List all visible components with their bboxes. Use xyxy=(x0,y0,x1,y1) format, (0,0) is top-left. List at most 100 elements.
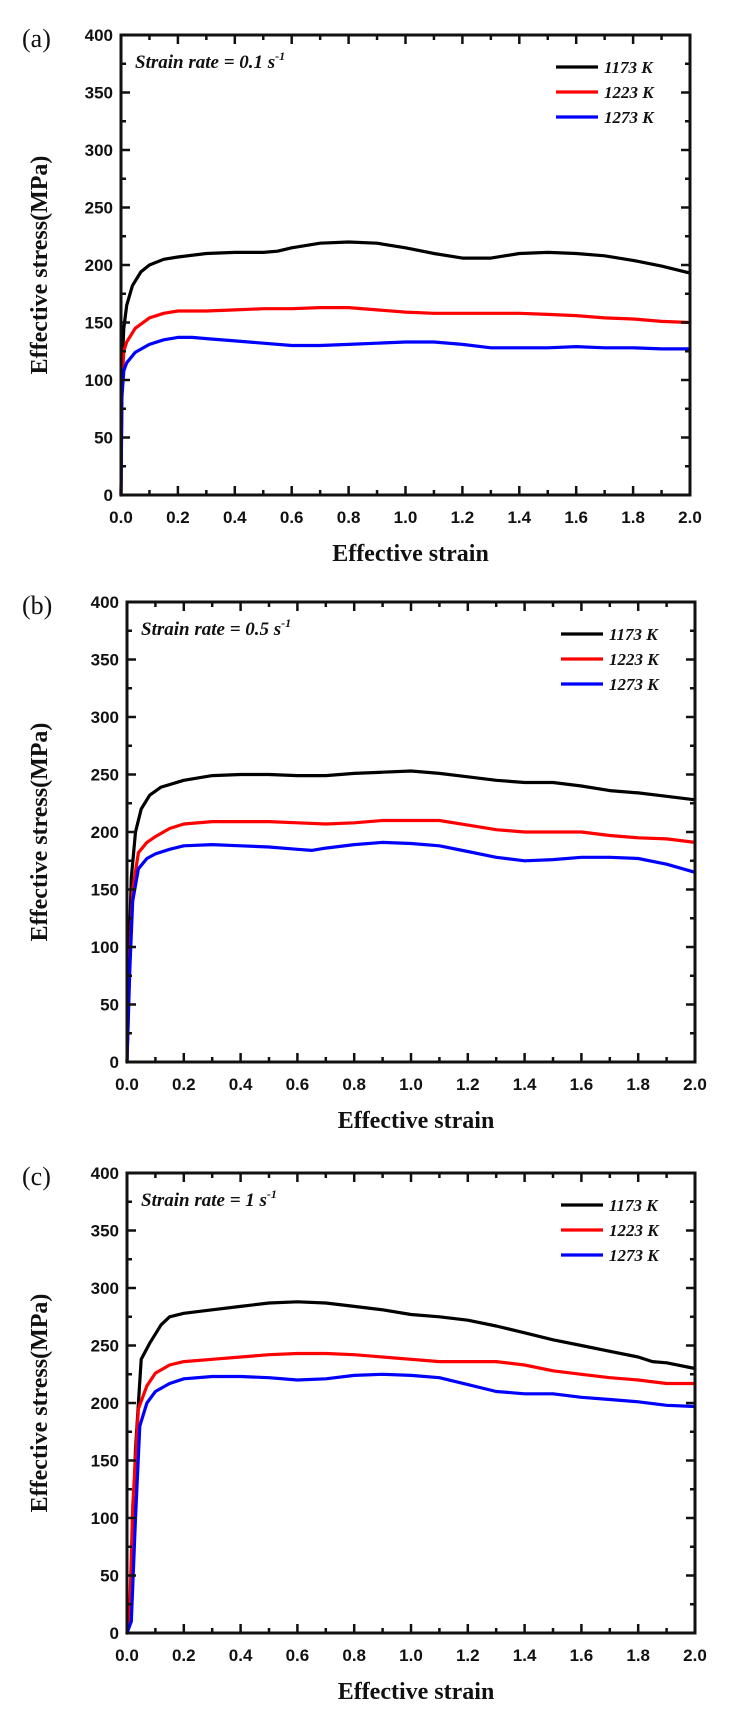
series-line-1273k xyxy=(125,840,697,1064)
legend-label: 1223 K xyxy=(609,1221,660,1240)
y-tick-label: 50 xyxy=(100,996,119,1015)
y-tick-label: 400 xyxy=(85,26,113,45)
x-tick-label: 0.6 xyxy=(280,508,304,527)
x-tick-label: 0.2 xyxy=(172,1075,196,1094)
series-line-1173k xyxy=(119,240,692,497)
annotation-superscript: -1 xyxy=(267,1187,277,1201)
series-line-1273k xyxy=(125,1372,697,1635)
x-tick-label: 0.8 xyxy=(342,1075,366,1094)
x-tick-label: 1.0 xyxy=(394,508,418,527)
x-tick-label: 0.4 xyxy=(229,1075,253,1094)
x-tick-label: 1.2 xyxy=(456,1075,480,1094)
y-tick-label: 0 xyxy=(104,486,113,505)
y-tick-label: 150 xyxy=(91,881,119,900)
series-line-1223k xyxy=(125,1351,697,1635)
y-tick-label: 300 xyxy=(91,708,119,727)
legend: 1173 K 1223 K 1273 K xyxy=(556,58,655,127)
x-tick-label: 0.8 xyxy=(337,508,361,527)
x-tick-label: 1.4 xyxy=(507,508,531,527)
x-tick-label: 1.0 xyxy=(399,1646,423,1665)
x-tick-label: 0.2 xyxy=(172,1646,196,1665)
legend: 1173 K 1223 K 1273 K xyxy=(561,1196,660,1265)
y-tick-label: 250 xyxy=(91,1337,119,1356)
x-tick-label: 1.2 xyxy=(456,1646,480,1665)
legend-label: 1273 K xyxy=(609,1246,660,1265)
series-line-1223k xyxy=(119,306,692,497)
legend: 1173 K 1223 K 1273 K xyxy=(561,625,660,694)
y-axis-title: Effective stress(MPa) xyxy=(27,1294,53,1513)
strain-rate-annotation: Strain rate = 0.5 s-1 xyxy=(141,616,291,640)
x-tick-label: 0.0 xyxy=(109,508,133,527)
x-tick-label: 1.2 xyxy=(451,508,475,527)
y-tick-label: 400 xyxy=(91,1164,119,1183)
legend-label: 1173 K xyxy=(604,58,654,77)
series-line-1173k xyxy=(125,1300,697,1635)
y-tick-label: 100 xyxy=(91,938,119,957)
y-tick-label: 350 xyxy=(91,651,119,670)
strain-rate-annotation: Strain rate = 1 s-1 xyxy=(141,1187,277,1211)
panel-label: (b) xyxy=(22,591,52,620)
plot-frame xyxy=(119,33,692,497)
panel-label: (a) xyxy=(22,24,51,53)
x-tick-label: 1.4 xyxy=(513,1646,537,1665)
y-tick-label: 200 xyxy=(91,823,119,842)
x-tick-label: 0.8 xyxy=(342,1646,366,1665)
x-tick-label: 0.0 xyxy=(115,1075,139,1094)
legend-label: 1273 K xyxy=(609,675,660,694)
x-tick-label: 0.2 xyxy=(166,508,190,527)
x-axis-title: Effective strain xyxy=(338,1108,495,1134)
y-axis-title: Effective stress(MPa) xyxy=(27,156,53,375)
y-tick-label: 300 xyxy=(91,1279,119,1298)
x-tick-label: 2.0 xyxy=(678,508,702,527)
x-tick-label: 1.8 xyxy=(621,508,645,527)
x-tick-label: 1.6 xyxy=(570,1646,594,1665)
y-tick-label: 250 xyxy=(91,766,119,785)
y-tick-label: 200 xyxy=(85,256,113,275)
chart-panel-c: 0.0 0.2 0.4 0.6 0.8 1.0 1.2 1.4 1.6 1.8 2.0 0 50 100 1… xyxy=(22,1162,707,1705)
x-tick-label: 1.0 xyxy=(399,1075,423,1094)
x-tick-label: 1.8 xyxy=(626,1646,650,1665)
x-tick-label: 0.4 xyxy=(229,1646,253,1665)
y-tick-label: 50 xyxy=(94,429,113,448)
legend-label: 1173 K xyxy=(609,1196,659,1215)
x-tick-label: 1.6 xyxy=(570,1075,594,1094)
plot-frame xyxy=(125,600,697,1064)
legend-label: 1273 K xyxy=(604,108,655,127)
annotation-superscript: -1 xyxy=(275,49,285,63)
chart-panel-a: 0.0 0.2 0.4 0.6 0.8 1.0 1.2 1.4 1.6 1.8 2.0 0 50 100 1… xyxy=(22,24,702,567)
x-tick-label: 2.0 xyxy=(683,1646,707,1665)
y-tick-label: 300 xyxy=(85,141,113,160)
x-tick-label: 1.4 xyxy=(513,1075,537,1094)
x-axis-title: Effective strain xyxy=(332,541,489,567)
x-tick-label: 1.6 xyxy=(564,508,588,527)
x-tick-label: 2.0 xyxy=(683,1075,707,1094)
x-tick-label: 0.6 xyxy=(286,1646,310,1665)
x-axis-title: Effective strain xyxy=(338,1679,495,1705)
y-tick-label: 150 xyxy=(85,314,113,333)
y-tick-label: 350 xyxy=(85,84,113,103)
y-tick-label: 350 xyxy=(91,1222,119,1241)
legend-label: 1173 K xyxy=(609,625,659,644)
x-tick-label: 0.0 xyxy=(115,1646,139,1665)
y-axis-title: Effective stress(MPa) xyxy=(27,723,53,942)
y-tick-label: 400 xyxy=(91,593,119,612)
y-tick-label: 200 xyxy=(91,1394,119,1413)
series-line-1223k xyxy=(125,818,697,1064)
x-tick-label: 0.4 xyxy=(223,508,247,527)
chart-panel-b: 0.0 0.2 0.4 0.6 0.8 1.0 1.2 1.4 1.6 1.8 2.0 0 50 100 1… xyxy=(22,591,707,1134)
x-tick-label: 1.8 xyxy=(626,1075,650,1094)
y-tick-label: 100 xyxy=(91,1509,119,1528)
y-tick-label: 0 xyxy=(110,1053,119,1072)
legend-label: 1223 K xyxy=(609,650,660,669)
legend-label: 1223 K xyxy=(604,83,655,102)
y-tick-label: 250 xyxy=(85,199,113,218)
panel-label: (c) xyxy=(22,1162,51,1191)
y-tick-label: 100 xyxy=(85,371,113,390)
strain-rate-annotation: Strain rate = 0.1 s-1 xyxy=(135,49,285,73)
y-tick-label: 150 xyxy=(91,1452,119,1471)
series-line-1273k xyxy=(119,335,692,497)
y-tick-label: 0 xyxy=(110,1624,119,1643)
y-tick-label: 50 xyxy=(100,1567,119,1586)
annotation-superscript: -1 xyxy=(281,616,291,630)
